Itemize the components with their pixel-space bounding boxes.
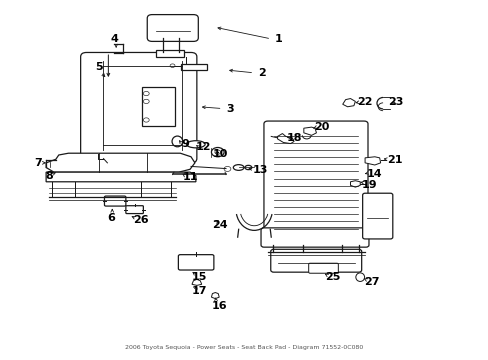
- Circle shape: [170, 64, 175, 67]
- Circle shape: [224, 166, 230, 171]
- Text: 8: 8: [45, 171, 53, 181]
- Text: 21: 21: [386, 156, 402, 165]
- Text: 25: 25: [325, 272, 340, 282]
- Text: 16: 16: [211, 301, 226, 311]
- FancyBboxPatch shape: [81, 53, 197, 163]
- Text: 23: 23: [388, 97, 403, 107]
- Ellipse shape: [244, 165, 251, 170]
- Text: 7: 7: [34, 158, 41, 168]
- Text: 24: 24: [212, 220, 227, 230]
- Bar: [181, 64, 206, 70]
- FancyBboxPatch shape: [261, 228, 368, 247]
- Polygon shape: [350, 181, 360, 187]
- Circle shape: [214, 150, 220, 154]
- FancyBboxPatch shape: [270, 249, 361, 272]
- Polygon shape: [365, 157, 380, 165]
- Polygon shape: [342, 99, 355, 107]
- Text: 3: 3: [225, 104, 233, 113]
- Ellipse shape: [186, 141, 204, 148]
- Text: 14: 14: [366, 168, 382, 179]
- Text: 22: 22: [357, 97, 372, 107]
- Circle shape: [143, 118, 149, 122]
- Text: 26: 26: [133, 215, 149, 225]
- Ellipse shape: [355, 273, 364, 282]
- Text: 12: 12: [196, 142, 211, 152]
- Polygon shape: [277, 134, 293, 144]
- Text: 15: 15: [192, 272, 207, 282]
- Text: 19: 19: [362, 180, 377, 190]
- FancyBboxPatch shape: [147, 15, 198, 41]
- FancyBboxPatch shape: [362, 193, 392, 239]
- Polygon shape: [46, 153, 195, 172]
- Text: 4: 4: [110, 34, 118, 44]
- Text: 9: 9: [181, 139, 189, 149]
- Text: 20: 20: [314, 122, 329, 132]
- Text: 5: 5: [95, 63, 102, 72]
- Text: 27: 27: [364, 277, 379, 287]
- FancyBboxPatch shape: [104, 196, 125, 206]
- Text: 17: 17: [192, 287, 207, 296]
- Circle shape: [143, 91, 149, 96]
- Polygon shape: [211, 293, 219, 298]
- Text: 2006 Toyota Sequoia - Power Seats - Seat Back Pad - Diagram 71552-0C080: 2006 Toyota Sequoia - Power Seats - Seat…: [125, 345, 363, 350]
- Bar: [142, 87, 175, 126]
- FancyBboxPatch shape: [178, 255, 213, 270]
- Text: 13: 13: [252, 165, 267, 175]
- Polygon shape: [46, 172, 196, 182]
- Text: 10: 10: [212, 149, 227, 159]
- Circle shape: [211, 148, 224, 157]
- Polygon shape: [192, 279, 201, 285]
- Text: 18: 18: [286, 133, 301, 143]
- Polygon shape: [303, 127, 316, 135]
- Ellipse shape: [172, 136, 183, 147]
- Ellipse shape: [233, 165, 244, 170]
- Bar: [156, 50, 184, 57]
- Text: 11: 11: [182, 172, 197, 182]
- Text: 6: 6: [107, 212, 115, 222]
- Text: 1: 1: [274, 34, 282, 44]
- FancyBboxPatch shape: [264, 121, 367, 236]
- Bar: [106, 162, 115, 166]
- Circle shape: [143, 99, 149, 104]
- Text: 2: 2: [257, 68, 265, 78]
- FancyBboxPatch shape: [308, 263, 338, 273]
- FancyBboxPatch shape: [125, 206, 143, 213]
